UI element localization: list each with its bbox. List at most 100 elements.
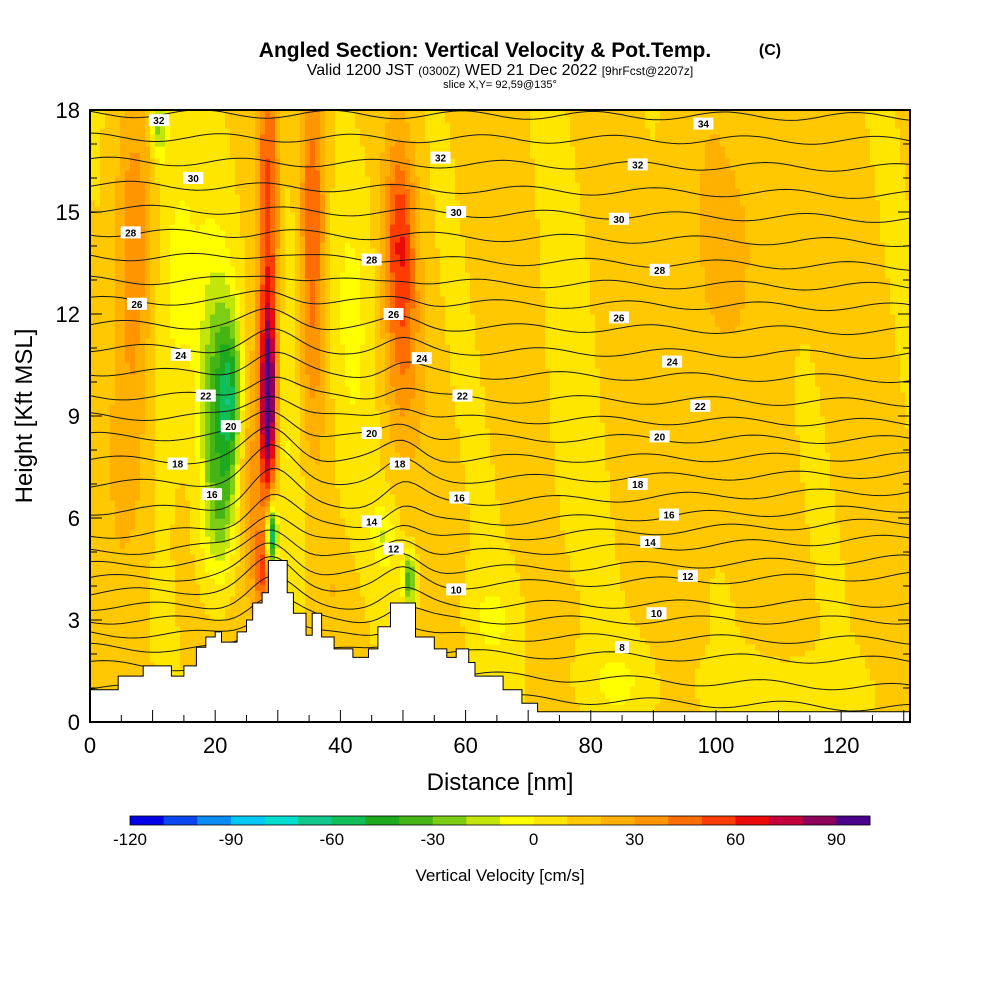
- velocity-cell: [675, 626, 681, 633]
- velocity-cell: [740, 572, 746, 579]
- velocity-cell: [90, 668, 96, 675]
- velocity-cell: [870, 686, 876, 693]
- velocity-cell: [150, 620, 156, 627]
- velocity-cell: [385, 614, 391, 621]
- velocity-cell: [480, 596, 486, 603]
- velocity-cell: [535, 626, 541, 633]
- velocity-cell: [555, 620, 561, 627]
- velocity-cell: [450, 554, 456, 561]
- velocity-cell: [310, 536, 316, 543]
- velocity-cell: [505, 608, 511, 615]
- velocity-cell: [885, 692, 891, 699]
- velocity-cell: [805, 656, 811, 663]
- velocity-cell: [95, 656, 101, 663]
- velocity-cell: [520, 566, 526, 573]
- velocity-cell: [520, 620, 526, 627]
- velocity-cell: [175, 614, 181, 621]
- velocity-cell: [335, 626, 341, 633]
- velocity-cell: [200, 590, 206, 597]
- velocity-cell: [580, 566, 586, 573]
- velocity-cell: [810, 632, 816, 639]
- velocity-cell: [325, 584, 331, 591]
- velocity-cell: [400, 536, 406, 543]
- velocity-cell: [525, 668, 531, 675]
- velocity-cell: [785, 590, 791, 597]
- velocity-cell: [595, 608, 601, 615]
- velocity-cell: [510, 668, 516, 675]
- velocity-cell: [380, 608, 386, 615]
- velocity-cell: [115, 614, 121, 621]
- velocity-cell: [805, 626, 811, 633]
- velocity-cell: [810, 698, 816, 705]
- velocity-cell: [525, 578, 531, 585]
- velocity-cell: [695, 692, 701, 699]
- velocity-cell: [370, 614, 376, 621]
- velocity-cell: [495, 566, 501, 573]
- velocity-cell: [340, 620, 346, 627]
- velocity-cell: [870, 578, 876, 585]
- velocity-cell: [380, 548, 386, 555]
- velocity-cell: [705, 674, 711, 681]
- velocity-cell: [535, 632, 541, 639]
- velocity-cell: [825, 542, 831, 549]
- velocity-cell: [470, 578, 476, 585]
- velocity-cell: [785, 602, 791, 609]
- velocity-cell: [720, 554, 726, 561]
- velocity-cell: [690, 662, 696, 669]
- velocity-cell: [610, 566, 616, 573]
- velocity-cell: [645, 560, 651, 567]
- velocity-cell: [480, 560, 486, 567]
- velocity-cell: [785, 560, 791, 567]
- velocity-cell: [670, 620, 676, 627]
- velocity-cell: [830, 578, 836, 585]
- velocity-cell: [565, 626, 571, 633]
- velocity-cell: [495, 596, 501, 603]
- velocity-cell: [165, 542, 171, 549]
- velocity-cell: [875, 644, 881, 651]
- velocity-cell: [395, 590, 401, 597]
- velocity-cell: [170, 584, 176, 591]
- velocity-cell: [760, 560, 766, 567]
- velocity-cell: [800, 548, 806, 555]
- velocity-cell: [325, 566, 331, 573]
- velocity-cell: [95, 572, 101, 579]
- velocity-cell: [115, 584, 121, 591]
- velocity-cell: [165, 566, 171, 573]
- velocity-cell: [360, 578, 366, 585]
- velocity-cell: [160, 578, 166, 585]
- velocity-cell: [780, 686, 786, 693]
- velocity-cell: [710, 674, 716, 681]
- velocity-cell: [570, 656, 576, 663]
- velocity-cell: [365, 554, 371, 561]
- velocity-cell: [725, 572, 731, 579]
- velocity-cell: [485, 602, 491, 609]
- velocity-cell: [235, 566, 241, 573]
- velocity-cell: [190, 638, 196, 645]
- velocity-cell: [390, 596, 396, 603]
- velocity-cell: [465, 584, 471, 591]
- velocity-cell: [655, 686, 661, 693]
- velocity-cell: [715, 686, 721, 693]
- velocity-cell: [845, 590, 851, 597]
- velocity-cell: [150, 548, 156, 555]
- velocity-cell: [660, 596, 666, 603]
- velocity-cell: [725, 662, 731, 669]
- velocity-cell: [300, 566, 306, 573]
- velocity-cell: [685, 590, 691, 597]
- velocity-cell: [760, 698, 766, 705]
- velocity-cell: [100, 668, 106, 675]
- velocity-cell: [185, 548, 191, 555]
- velocity-cell: [330, 572, 336, 579]
- velocity-cell: [495, 626, 501, 633]
- velocity-cell: [725, 698, 731, 705]
- velocity-cell: [120, 632, 126, 639]
- velocity-cell: [415, 536, 421, 543]
- velocity-cell: [465, 608, 471, 615]
- velocity-cell: [260, 572, 266, 579]
- velocity-cell: [760, 584, 766, 591]
- velocity-cell: [360, 596, 366, 603]
- velocity-cell: [565, 674, 571, 681]
- velocity-cell: [790, 668, 796, 675]
- velocity-cell: [305, 608, 311, 615]
- velocity-cell: [900, 578, 906, 585]
